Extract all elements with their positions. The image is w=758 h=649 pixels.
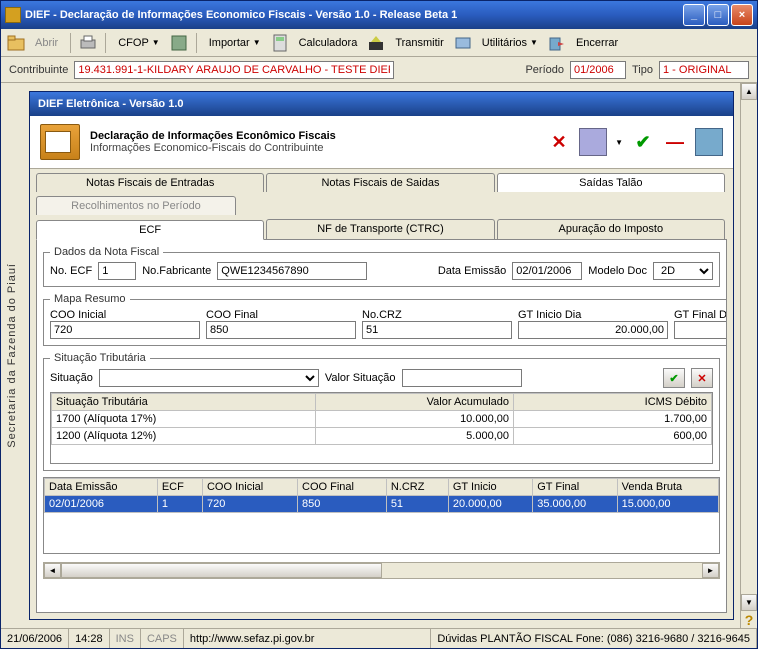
header-row: Contribuinte Período Tipo — [1, 57, 757, 83]
valor-situacao-input[interactable] — [402, 369, 522, 387]
printer-icon[interactable] — [79, 34, 97, 52]
folder-large-icon — [40, 124, 80, 160]
situacao-label: Situação — [50, 372, 93, 384]
bottom-grid: Data Emissão ECF COO Inicial COO Final N… — [43, 477, 720, 554]
tipo-input[interactable] — [659, 61, 749, 79]
calculadora-button[interactable]: Calculadora — [295, 35, 362, 51]
minimize-button[interactable]: _ — [683, 4, 705, 26]
book-icon[interactable] — [579, 128, 607, 156]
main-window: DIEF - Declaração de Informações Economi… — [0, 0, 758, 649]
situacao-row[interactable]: 1200 (Alíquota 12%) 5.000,00 600,00 — [52, 428, 712, 445]
horizontal-scrollbar[interactable]: ◄ ► — [43, 562, 720, 579]
importar-button[interactable]: Importar ▼ — [205, 35, 265, 51]
status-ins: INS — [110, 629, 141, 648]
outer-tabs: Notas Fiscais de Entradas Notas Fiscais … — [30, 173, 733, 192]
tab-talao[interactable]: Saídas Talão — [497, 173, 725, 192]
exit-door-icon[interactable] — [695, 128, 723, 156]
cancel-icon[interactable]: ✕ — [547, 130, 571, 154]
toolbar: Abrir CFOP ▼ Importar ▼ Calculadora Tran… — [1, 29, 757, 57]
close-button[interactable]: × — [731, 4, 753, 26]
mapa-fieldset: Mapa Resumo COO Inicial COO Final No.CRZ… — [43, 293, 727, 346]
tab-transporte[interactable]: NF de Transporte (CTRC) — [266, 219, 494, 239]
folder-icon — [7, 34, 25, 52]
gt-inicio-input[interactable] — [518, 321, 668, 339]
periodo-input[interactable] — [570, 61, 626, 79]
status-url: http://www.sefaz.pi.gov.br — [184, 629, 431, 648]
cfop-icon — [170, 34, 188, 52]
outer-tabs-2: Recolhimentos no Período — [30, 196, 733, 215]
tab-entradas[interactable]: Notas Fiscais de Entradas — [36, 173, 264, 192]
no-ecf-label: No. ECF — [50, 265, 92, 277]
inner-tabs: ECF NF de Transporte (CTRC) Apuração do … — [30, 219, 733, 239]
no-crz-input[interactable] — [362, 321, 512, 339]
contribuinte-input[interactable] — [74, 61, 394, 79]
gt-final-input[interactable] — [674, 321, 727, 339]
situacao-grid: Situação Tributária Valor Acumulado ICMS… — [50, 392, 713, 464]
situacao-fieldset: Situação Tributária Situação Valor Situa… — [43, 352, 720, 471]
utilities-icon — [454, 34, 472, 52]
no-ecf-input[interactable] — [98, 262, 136, 280]
inner-titlebar: DIEF Eletrônica - Versão 1.0 — [30, 92, 733, 116]
tab-saidas[interactable]: Notas Fiscais de Saidas — [266, 173, 494, 192]
coo-inicial-input[interactable] — [50, 321, 200, 339]
tab-recolhimentos[interactable]: Recolhimentos no Período — [36, 196, 236, 215]
app-icon — [5, 7, 21, 23]
status-time: 14:28 — [69, 629, 110, 648]
titlebar: DIEF - Declaração de Informações Economi… — [1, 1, 757, 29]
bottom-grid-row[interactable]: 02/01/2006 1 720 850 51 20.000,00 35.000… — [45, 496, 719, 513]
confirm-situacao-button[interactable]: ✔ — [663, 368, 685, 388]
dropdown-arrow-icon[interactable]: ▼ — [615, 138, 623, 147]
no-fabricante-label: No.Fabricante — [142, 265, 211, 277]
no-fabricante-input[interactable] — [217, 262, 367, 280]
maximize-button[interactable]: □ — [707, 4, 729, 26]
status-caps: CAPS — [141, 629, 184, 648]
vertical-scrollbar[interactable]: ▲ ▼ ? — [740, 83, 757, 628]
coo-final-input[interactable] — [206, 321, 356, 339]
tipo-label: Tipo — [632, 64, 653, 76]
valor-situacao-label: Valor Situação — [325, 372, 396, 384]
tab-apuracao[interactable]: Apuração do Imposto — [497, 219, 725, 239]
status-duvidas: Dúvidas PLANTÃO FISCAL Fone: (086) 3216-… — [431, 629, 757, 648]
encerrar-button[interactable]: Encerrar — [572, 35, 622, 51]
remove-icon[interactable]: — — [663, 130, 687, 154]
tab-ecf[interactable]: ECF — [36, 220, 264, 240]
help-icon[interactable]: ? — [741, 611, 757, 628]
tab-body: Dados da Nota Fiscal No. ECF No.Fabrican… — [36, 239, 727, 613]
situacao-select[interactable] — [99, 369, 319, 387]
situacao-row[interactable]: 1700 (Alíquota 17%) 10.000,00 1.700,00 — [52, 411, 712, 428]
transmitir-button[interactable]: Transmitir — [391, 35, 447, 51]
window-title: DIEF - Declaração de Informações Economi… — [25, 9, 683, 21]
inner-heading: Declaração de Informações Econômico Fisc… — [90, 130, 537, 142]
exit-icon — [548, 34, 566, 52]
status-date: 21/06/2006 — [1, 629, 69, 648]
inner-window: DIEF Eletrônica - Versão 1.0 Declaração … — [29, 91, 734, 620]
data-emissao-input[interactable] — [512, 262, 582, 280]
side-label: Secretaria da Fazenda do Piauí — [1, 83, 23, 628]
calculator-icon — [271, 34, 289, 52]
modelo-doc-select[interactable]: 2D — [653, 262, 713, 280]
statusbar: 21/06/2006 14:28 INS CAPS http://www.sef… — [1, 628, 757, 648]
delete-situacao-button[interactable]: ✕ — [691, 368, 713, 388]
dados-fieldset: Dados da Nota Fiscal No. ECF No.Fabrican… — [43, 246, 720, 287]
cfop-button[interactable]: CFOP ▼ — [114, 35, 163, 51]
inner-subheading: Informações Economico-Fiscais do Contrib… — [90, 142, 537, 154]
abrir-button[interactable]: Abrir — [31, 35, 62, 51]
contribuinte-label: Contribuinte — [9, 64, 68, 76]
data-emissao-label: Data Emissão — [438, 265, 506, 277]
transmit-icon — [367, 34, 385, 52]
utilitarios-button[interactable]: Utilitários ▼ — [478, 35, 542, 51]
modelo-doc-label: Modelo Doc — [588, 265, 647, 277]
confirm-icon[interactable]: ✔ — [631, 130, 655, 154]
periodo-label: Período — [525, 64, 564, 76]
